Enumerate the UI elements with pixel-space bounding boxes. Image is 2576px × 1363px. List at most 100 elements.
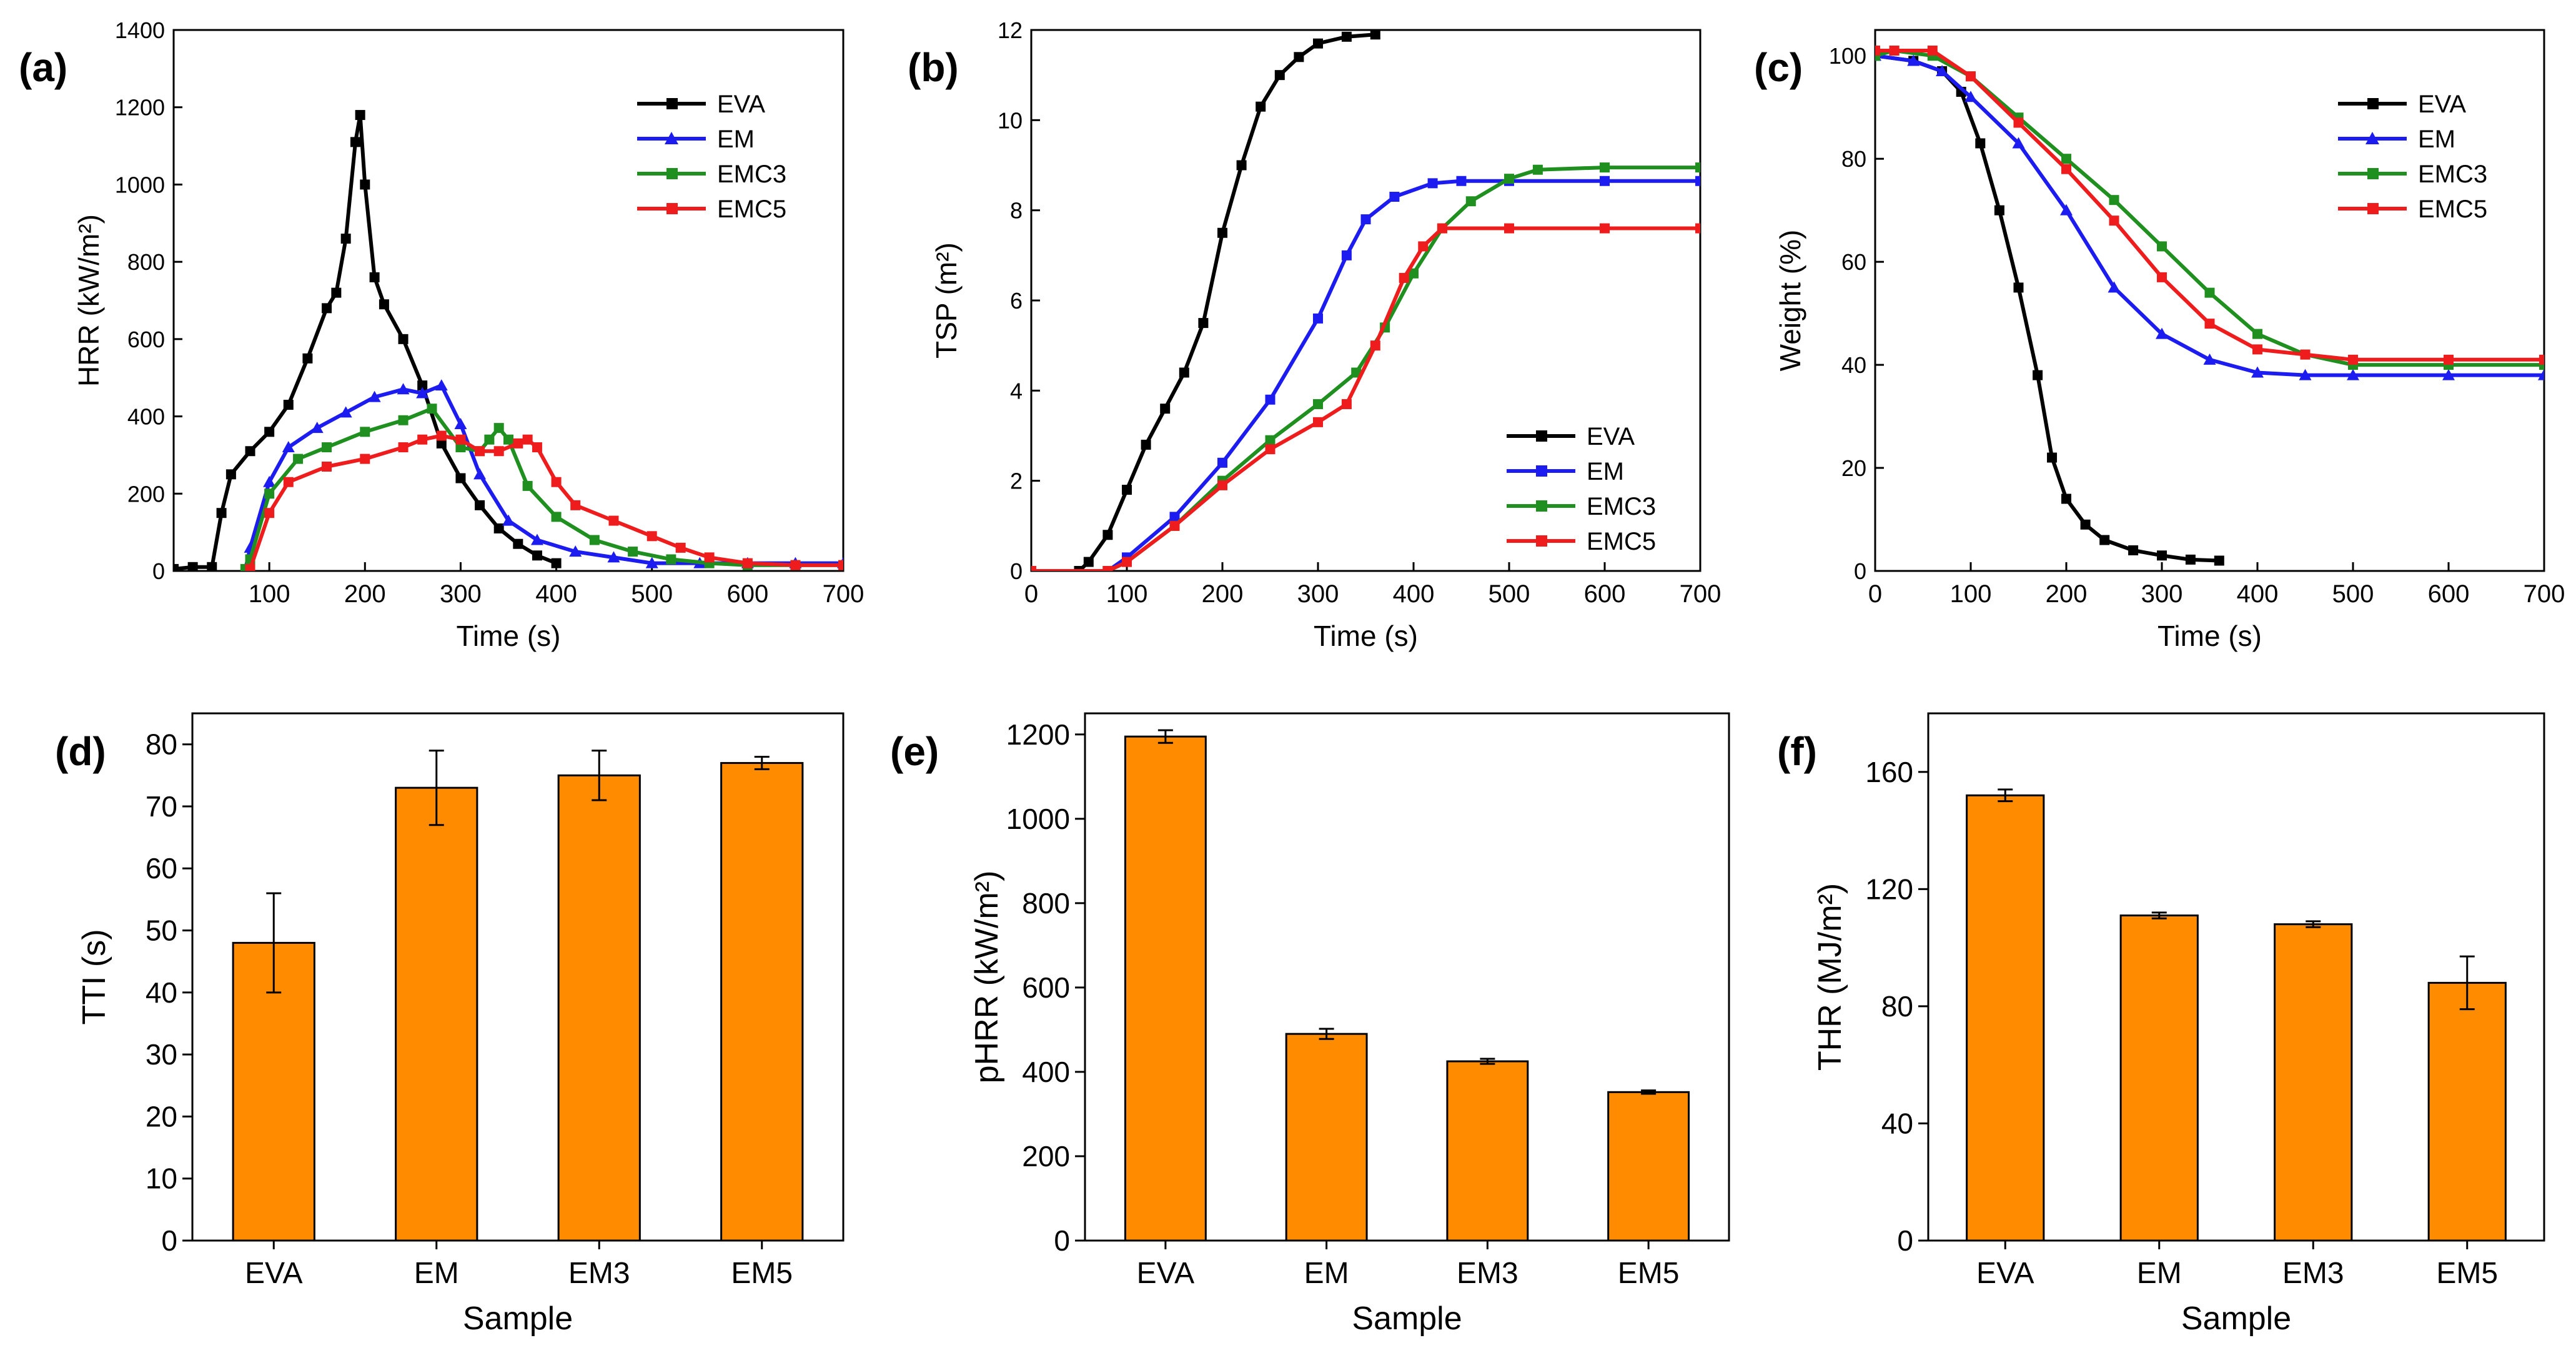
data-point: [1975, 138, 1986, 149]
data-point: [2251, 366, 2264, 378]
data-point: [502, 514, 515, 526]
data-point: [1399, 272, 1409, 283]
y-axis-label: Weight (%): [1774, 230, 1806, 372]
data-point: [1936, 64, 1949, 76]
data-point: [2204, 287, 2215, 298]
legend-label-em: EM: [1587, 458, 1624, 485]
bar-em3: [557, 774, 641, 1242]
legend-label-emc3: EMC3: [1587, 493, 1656, 520]
data-point: [340, 234, 351, 244]
data-point: [473, 468, 487, 480]
y-tick-label: 0: [1897, 1224, 1913, 1257]
x-tick-label: 100: [1106, 580, 1148, 608]
bar-em: [395, 786, 478, 1242]
data-point: [2300, 349, 2311, 360]
data-point: [742, 558, 753, 568]
series-emc5: [245, 430, 843, 571]
legend-label-eva: EVA: [1587, 423, 1635, 450]
y-tick-label: 80: [1881, 990, 1913, 1023]
data-point: [2013, 117, 2024, 128]
data-point: [1370, 340, 1380, 351]
data-point: [331, 287, 342, 298]
legend-marker: [666, 98, 678, 109]
bar-em: [2119, 914, 2199, 1242]
data-point: [1256, 101, 1266, 112]
data-point: [2203, 353, 2216, 365]
x-tick-label: 100: [1950, 580, 1992, 608]
bar-em3: [1446, 1060, 1529, 1242]
data-point: [475, 446, 485, 457]
data-point: [1437, 223, 1447, 234]
data-point: [570, 500, 581, 510]
series-emc5: [1031, 223, 1700, 571]
y-tick-label: 800: [127, 249, 165, 275]
panel-d: (d) 0 10 20 30 40 50 60 70 80 EVA EM EM3 EM5 Sample TTI…: [55, 712, 845, 1337]
data-point: [2109, 216, 2119, 226]
data-point: [551, 477, 562, 487]
panel-c: (c) 0 100 200 300 400 500 600 700 0 20 40 60 80 100 Tim…: [1754, 29, 2565, 652]
data-point: [704, 552, 715, 563]
y-tick-label: 60: [1841, 249, 1866, 275]
data-point: [2299, 369, 2312, 380]
data-point: [1313, 38, 1323, 49]
data-point: [1217, 480, 1227, 490]
data-point: [645, 557, 658, 568]
data-point: [1265, 444, 1276, 455]
data-point: [1274, 70, 1285, 81]
data-point: [646, 531, 657, 542]
data-point: [493, 446, 504, 457]
x-tick-label: EM3: [2282, 1257, 2344, 1290]
data-point: [1217, 457, 1227, 468]
x-tick-label: EM5: [2436, 1257, 2498, 1290]
data-point: [1504, 223, 1514, 234]
data-point: [790, 560, 801, 570]
y-tick-label: 10: [146, 1162, 177, 1195]
series-emc3: [240, 404, 843, 571]
data-point: [1456, 176, 1467, 186]
data-point: [1875, 45, 1880, 56]
y-tick-label: 10: [998, 107, 1023, 133]
data-point: [1966, 71, 1976, 82]
legend-marker: [1536, 465, 1547, 477]
y-tick-label: 200: [127, 481, 165, 507]
y-axis-label: HRR (kW/m²): [72, 214, 105, 387]
data-point: [436, 438, 447, 449]
data-point: [1907, 54, 1920, 66]
x-tick-label: 200: [344, 580, 386, 608]
data-point: [417, 434, 428, 445]
data-point: [1370, 30, 1380, 40]
data-point: [2013, 282, 2024, 293]
legend-label-eva: EVA: [2418, 91, 2466, 118]
legend: EVA EM EMC3 EMC5: [2338, 91, 2487, 223]
data-point: [607, 551, 620, 563]
data-point: [2012, 137, 2025, 149]
legend-marker: [666, 168, 678, 179]
data-point: [174, 563, 179, 571]
series-em: [240, 379, 843, 571]
data-point: [2080, 519, 2091, 530]
bar-em5: [1607, 1091, 1690, 1242]
data-point: [1418, 241, 1429, 252]
data-point: [513, 438, 523, 449]
data-point: [398, 442, 409, 453]
data-point: [397, 383, 410, 395]
legend-label-emc5: EMC5: [717, 196, 786, 223]
y-tick-label: 400: [1022, 1056, 1070, 1088]
data-point: [628, 547, 638, 557]
panel-label-f: (f): [1777, 729, 1817, 774]
data-point: [2538, 369, 2544, 380]
x-tick-label: 700: [1680, 580, 1721, 608]
data-point: [302, 353, 313, 364]
data-point: [2099, 535, 2110, 545]
y-tick-label: 1000: [1006, 803, 1070, 835]
x-axis-label: Sample: [463, 1301, 573, 1337]
data-point: [1122, 557, 1132, 567]
data-point: [368, 390, 381, 402]
data-point: [355, 110, 365, 121]
data-point: [1695, 176, 1700, 186]
x-tick-label: 400: [2237, 580, 2279, 608]
x-tick-label: EM5: [1618, 1257, 1680, 1290]
data-point: [427, 404, 437, 414]
y-tick-label: 40: [1881, 1107, 1913, 1139]
y-tick-label: 0: [1854, 558, 1866, 584]
